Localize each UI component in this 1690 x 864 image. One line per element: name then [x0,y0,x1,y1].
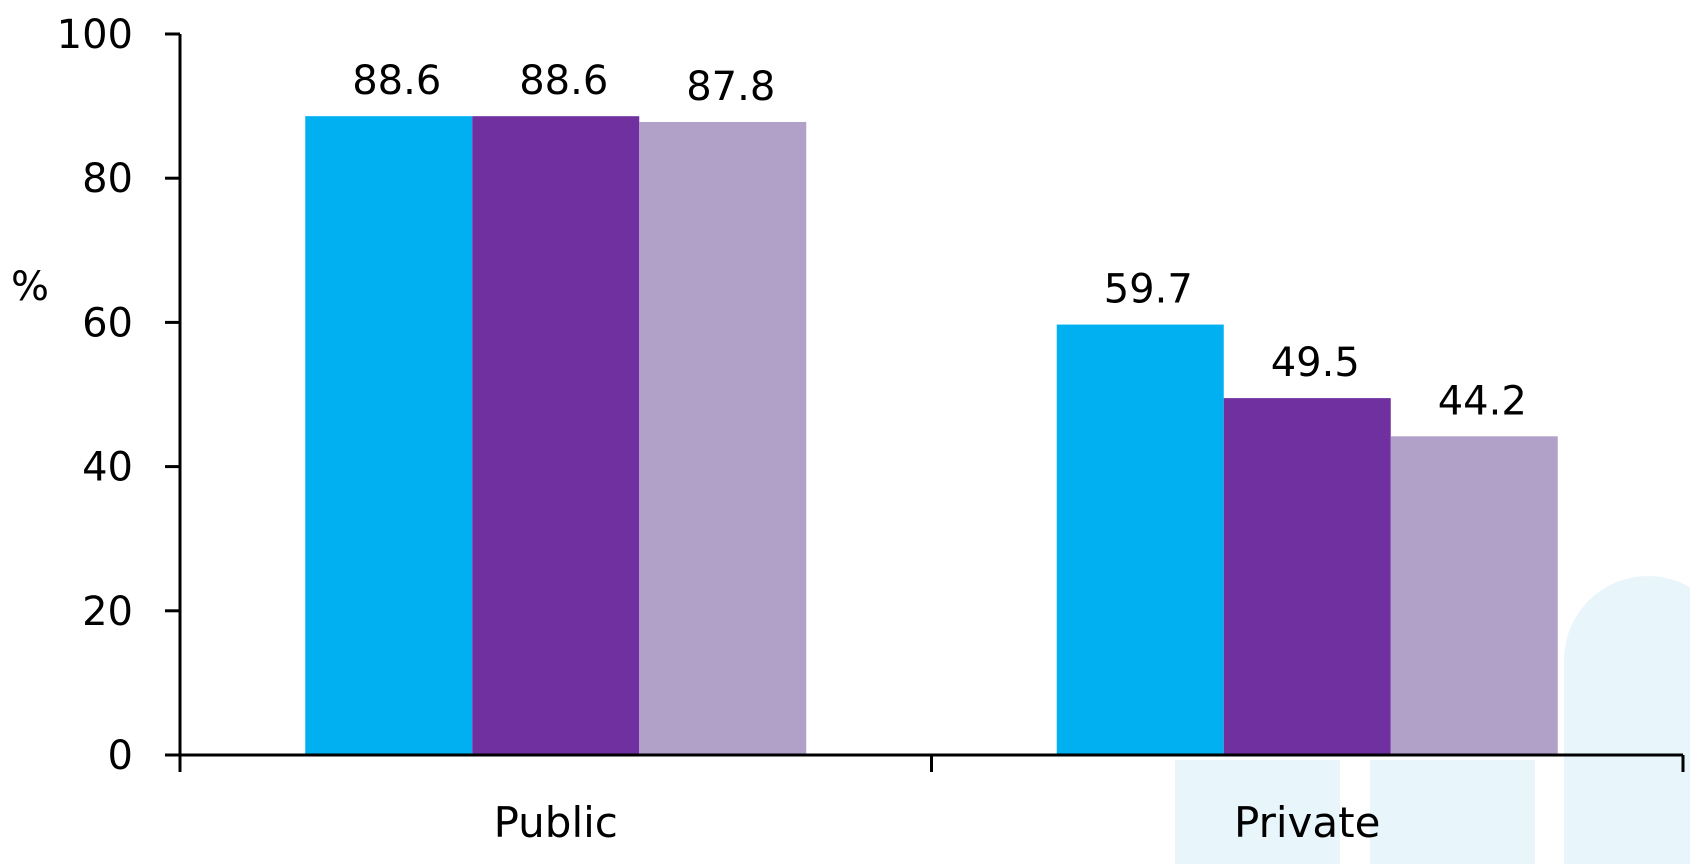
bar [472,116,640,756]
x-category-label: Private [1234,798,1380,847]
bar-value-label: 88.6 [352,58,441,104]
x-ticks: Public Private [178,755,1685,847]
y-tick-label: 100 [57,12,133,58]
watermark-logo [1175,576,1690,864]
bars-layer [305,116,1558,756]
bar-value-label: 87.8 [686,64,775,110]
bar-value-label: 49.5 [1271,340,1360,386]
bar-value-label: 59.7 [1104,267,1193,313]
watermark-shape [1370,760,1535,864]
y-tick-label: 60 [82,300,133,346]
bar [1056,324,1224,755]
bar [1390,436,1558,755]
y-tick-label: 80 [82,156,133,202]
x-category-label: Public [494,798,618,847]
watermark-shape [1564,576,1690,864]
data-labels: 88.6 88.6 87.8 59.7 49.5 44.2 [352,58,1527,424]
bar-value-label: 44.2 [1438,378,1527,424]
y-axis-label: % [11,264,49,310]
bar [1223,398,1391,755]
watermark-shape [1175,760,1340,864]
y-ticks: 0 20 40 60 80 100 [57,12,180,779]
y-tick-label: 40 [82,445,133,491]
bar [305,116,473,756]
y-tick-label: 0 [108,733,133,779]
y-tick-label: 20 [82,589,133,635]
bar-value-label: 88.6 [519,58,608,104]
bar [639,121,807,756]
